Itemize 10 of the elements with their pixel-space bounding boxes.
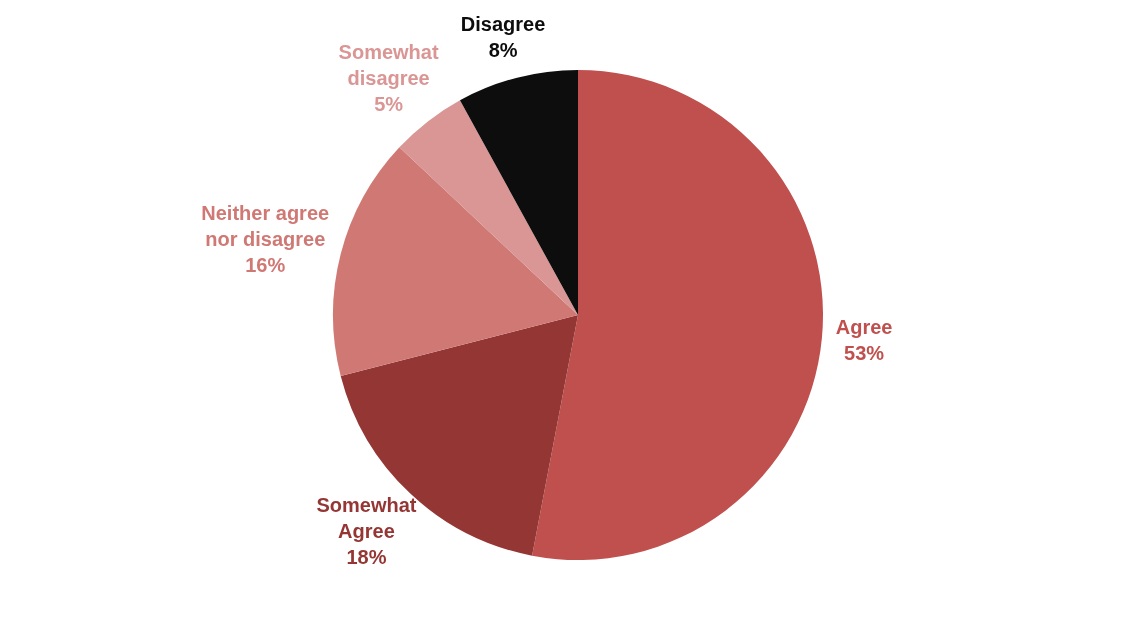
data-label: 18%: [346, 545, 387, 568]
slice-label: Somewhat disagree: [338, 41, 439, 90]
slice-label: Agree: [835, 316, 893, 339]
data-label: 16%: [245, 254, 286, 277]
slice-label: Disagree: [460, 13, 546, 36]
data-label: 5%: [374, 93, 404, 116]
slice-label: Neither agree nor disagree: [201, 202, 330, 251]
data-label: 53%: [844, 342, 885, 365]
data-label: 8%: [488, 39, 518, 62]
slice-label: Somewhat Agree: [316, 493, 417, 542]
